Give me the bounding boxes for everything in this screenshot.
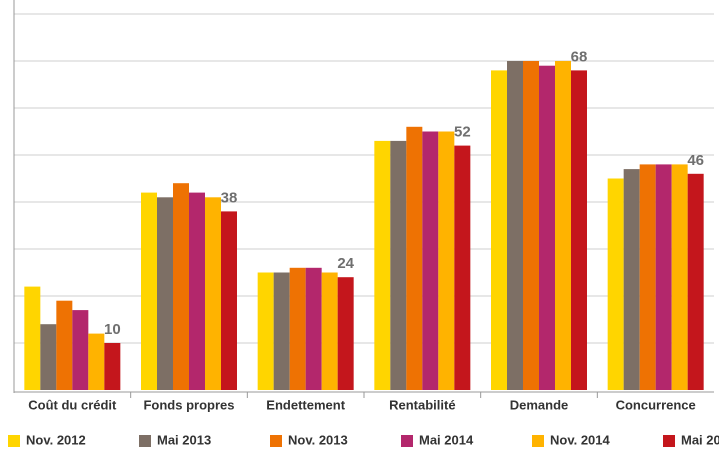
bar xyxy=(607,178,624,390)
bar xyxy=(173,183,189,390)
legend-label: Mai 2015 xyxy=(681,432,719,447)
x-tick-label: Rentabilité xyxy=(389,397,455,412)
bar xyxy=(72,310,89,390)
bar xyxy=(24,286,41,390)
bar xyxy=(88,333,105,390)
legend-swatch xyxy=(663,435,675,447)
bar xyxy=(454,145,471,390)
bar xyxy=(56,300,73,390)
legend-swatch xyxy=(401,435,413,447)
legend-label: Nov. 2012 xyxy=(26,432,86,447)
bar xyxy=(189,192,205,390)
x-tick-label: Concurrence xyxy=(616,397,696,412)
bar xyxy=(507,61,523,390)
value-label: 46 xyxy=(687,152,704,169)
bar xyxy=(390,140,407,390)
bar xyxy=(337,277,354,390)
bar xyxy=(305,267,322,390)
value-label: 52 xyxy=(454,124,471,141)
bar xyxy=(289,267,306,390)
bar xyxy=(655,164,672,390)
x-tick-label: Fonds propres xyxy=(143,397,234,412)
legend-swatch xyxy=(270,435,282,447)
x-tick-label: Demande xyxy=(510,397,569,412)
value-label: 68 xyxy=(571,48,588,65)
bar xyxy=(438,131,455,390)
bar xyxy=(374,140,391,390)
bar xyxy=(687,173,704,390)
x-tick-label: Coût du crédit xyxy=(28,397,117,412)
bar xyxy=(205,197,221,390)
bar xyxy=(539,65,555,390)
bar xyxy=(523,61,539,390)
value-label: 38 xyxy=(221,189,238,206)
bar xyxy=(221,211,237,390)
legend-label: Nov. 2013 xyxy=(288,432,348,447)
value-label: 10 xyxy=(104,321,121,338)
legend-swatch xyxy=(139,435,151,447)
bar xyxy=(257,272,274,390)
bar xyxy=(141,192,157,390)
legend-label: Nov. 2014 xyxy=(550,432,611,447)
bar xyxy=(104,343,121,390)
legend-swatch xyxy=(8,435,20,447)
legend-label: Mai 2014 xyxy=(419,432,474,447)
bar xyxy=(273,272,290,390)
bar xyxy=(555,61,571,390)
bar xyxy=(157,197,173,390)
bar xyxy=(639,164,656,390)
bar xyxy=(571,70,587,391)
bar xyxy=(406,126,423,391)
bar xyxy=(422,131,439,390)
bar xyxy=(623,169,640,390)
bar xyxy=(491,70,507,391)
value-label: 24 xyxy=(337,255,354,272)
legend-swatch xyxy=(532,435,544,447)
bar xyxy=(671,164,688,390)
bar xyxy=(321,272,338,390)
bar xyxy=(40,324,57,390)
x-tick-label: Endettement xyxy=(266,397,345,412)
legend-label: Mai 2013 xyxy=(157,432,211,447)
